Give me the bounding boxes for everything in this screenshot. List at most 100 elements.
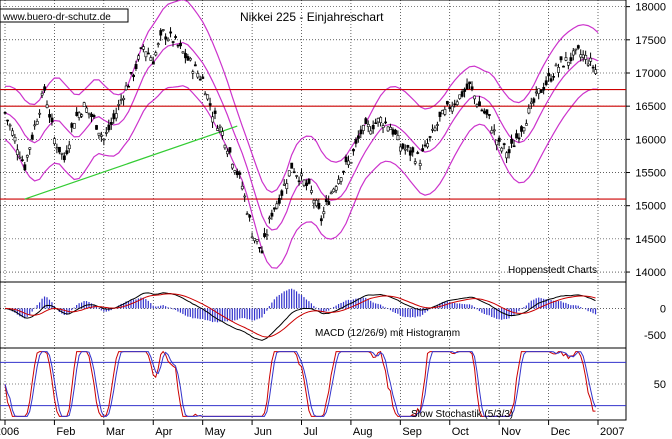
- candle-body: [127, 85, 131, 88]
- lower-band: [4, 85, 599, 269]
- macd-line: [4, 292, 596, 341]
- candle-body: [58, 146, 61, 153]
- candle-body: [258, 247, 261, 249]
- candle-body: [436, 124, 439, 126]
- candle-body: [319, 218, 323, 222]
- candle-body: [448, 107, 452, 109]
- candle-body: [275, 203, 279, 209]
- candle-body: [322, 211, 326, 215]
- candle-body: [159, 30, 163, 36]
- month-tick-label: Oct: [452, 426, 469, 438]
- candle-body: [324, 198, 328, 202]
- candle-body: [70, 123, 74, 128]
- month-tick-label: Apr: [155, 426, 172, 438]
- candle-body: [529, 101, 533, 104]
- stochastic-panel: [0, 347, 627, 421]
- candle-body: [520, 126, 523, 132]
- month-tick-label: 2006: [0, 426, 19, 438]
- candle-body: [438, 111, 442, 117]
- candle-body: [282, 183, 286, 186]
- candle-body: [43, 86, 47, 91]
- candle-body: [376, 118, 380, 123]
- price-tick-label: 15500: [635, 168, 666, 180]
- candle-body: [327, 201, 331, 205]
- price-tick-label: 18000: [635, 2, 666, 14]
- candle-body: [505, 152, 509, 159]
- candle-body: [391, 129, 395, 135]
- candle-body: [352, 149, 355, 152]
- price-tick-label: 16000: [635, 134, 666, 146]
- price-tick-label: 14500: [635, 234, 666, 246]
- candle-body: [38, 112, 42, 115]
- candle-body: [589, 57, 593, 62]
- candle-body: [114, 113, 118, 119]
- candle-body: [329, 192, 333, 195]
- trendline: [24, 125, 238, 200]
- candle-body: [300, 173, 304, 177]
- candle-body: [132, 74, 135, 78]
- candle-body: [35, 120, 39, 125]
- candle-body: [428, 136, 432, 138]
- candle-body: [90, 113, 93, 117]
- candle-body: [97, 132, 101, 136]
- month-tick-label: Nov: [501, 426, 521, 438]
- candle-body: [297, 180, 301, 183]
- candle-body: [18, 156, 22, 159]
- candle-body: [562, 65, 565, 68]
- candle-body: [557, 67, 560, 73]
- candle-body: [534, 91, 538, 94]
- candle-body: [134, 64, 138, 69]
- candle-body: [263, 233, 266, 237]
- candle-body: [193, 64, 197, 67]
- candle-body: [537, 88, 541, 94]
- candle-body: [441, 110, 444, 115]
- candle-body: [65, 150, 69, 155]
- candle-body: [413, 161, 417, 164]
- candle-body: [243, 195, 247, 198]
- candle-body: [176, 44, 180, 47]
- candle-body: [487, 114, 491, 116]
- candle-body: [119, 99, 123, 101]
- candle-body: [169, 31, 173, 34]
- candle-body: [221, 131, 224, 136]
- month-tick-label: Sep: [402, 426, 422, 438]
- candle-body: [512, 145, 516, 148]
- x-axis-ticks: 2006 Feb Mar Apr May Jun Jul Aug Sep Oct Nov Dec 200…: [0, 420, 624, 438]
- candle-body: [122, 97, 126, 100]
- candle-body: [344, 156, 348, 163]
- candle-body: [82, 102, 86, 107]
- price-tick-label: 17000: [635, 68, 666, 80]
- macd-tick-label: 0: [660, 303, 666, 315]
- candle-body: [470, 86, 474, 90]
- candle-body: [95, 125, 98, 130]
- candle-body: [312, 200, 316, 204]
- price-tick-label: 17500: [635, 35, 666, 47]
- candle-body: [287, 170, 291, 177]
- candle-body: [369, 130, 373, 135]
- candle-body: [458, 94, 462, 99]
- candle-body: [129, 72, 133, 74]
- candle-body: [231, 163, 234, 169]
- candle-body: [208, 103, 212, 106]
- candle-body: [295, 175, 299, 177]
- candle-body: [290, 162, 294, 169]
- candle-body: [213, 110, 217, 114]
- month-tick-label: Mar: [106, 426, 125, 438]
- candle-body: [406, 145, 410, 148]
- candle-body: [453, 103, 457, 106]
- candle-body: [13, 136, 17, 142]
- candle-body: [156, 43, 160, 45]
- candle-body: [191, 71, 195, 74]
- candle-body: [77, 112, 81, 118]
- candle-body: [179, 42, 182, 47]
- candle-body: [223, 144, 227, 149]
- candle-body: [468, 81, 472, 85]
- candle-body: [433, 127, 437, 131]
- candle-body: [416, 152, 420, 154]
- candle-body: [339, 177, 343, 182]
- candle-body: [23, 164, 27, 171]
- candle-body: [381, 125, 385, 128]
- candle-body: [139, 47, 143, 49]
- candle-body: [403, 148, 407, 151]
- candle-body: [394, 129, 397, 135]
